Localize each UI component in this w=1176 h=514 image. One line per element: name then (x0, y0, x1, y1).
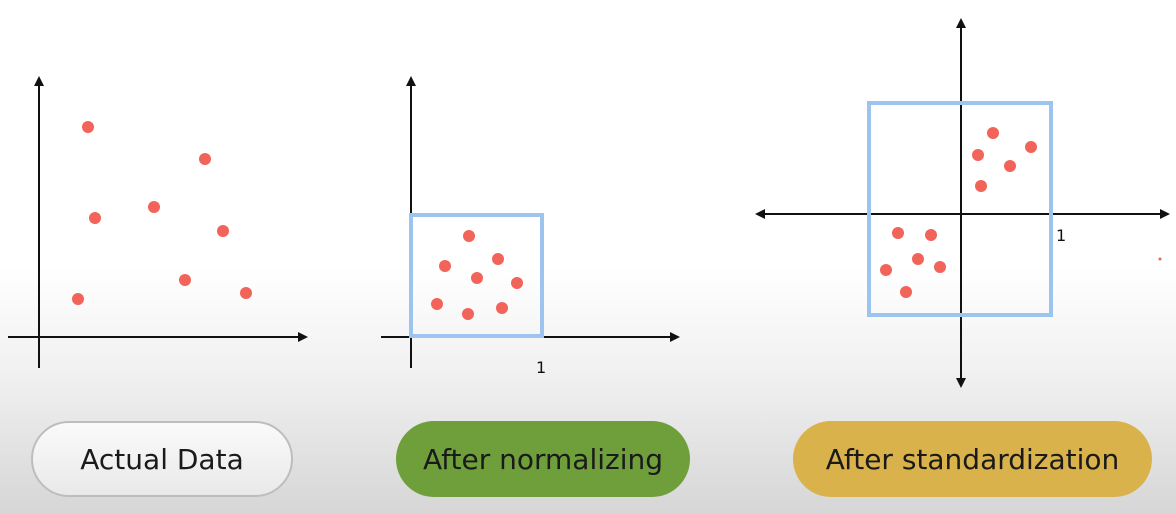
data-point (82, 121, 94, 133)
data-point (934, 261, 946, 273)
data-point (431, 298, 443, 310)
data-point (439, 260, 451, 272)
standardized-tick-label: 1 (1056, 226, 1066, 245)
data-point (1025, 141, 1037, 153)
data-point (880, 264, 892, 276)
data-point (199, 153, 211, 165)
normalized-points (431, 230, 523, 320)
data-point (912, 253, 924, 265)
actual-data-panel (8, 76, 308, 368)
data-point (217, 225, 229, 237)
data-point (492, 253, 504, 265)
standardized-panel: 1 (755, 18, 1170, 388)
data-point (900, 286, 912, 298)
data-point (179, 274, 191, 286)
data-point (496, 302, 508, 314)
data-point (72, 293, 84, 305)
after-standardization-label: After standardization (793, 421, 1152, 497)
data-point (1004, 160, 1016, 172)
data-point (463, 230, 475, 242)
data-point (987, 127, 999, 139)
data-point (471, 272, 483, 284)
data-point (89, 212, 101, 224)
data-point (240, 287, 252, 299)
data-point (462, 308, 474, 320)
stray-red-dot (1158, 257, 1162, 261)
after-normalizing-label: After normalizing (396, 421, 690, 497)
data-point (511, 277, 523, 289)
normalized-tick-label: 1 (536, 358, 546, 377)
data-point (148, 201, 160, 213)
standardized-range-box (867, 101, 1053, 317)
standardized-points (880, 127, 1037, 298)
data-point (892, 227, 904, 239)
normalized-panel: 1 (381, 76, 680, 377)
data-point (925, 229, 937, 241)
data-point (972, 149, 984, 161)
actual-data-label: Actual Data (31, 421, 293, 497)
actual-points (72, 121, 252, 305)
data-point (975, 180, 987, 192)
normalized-range-box (409, 213, 544, 338)
